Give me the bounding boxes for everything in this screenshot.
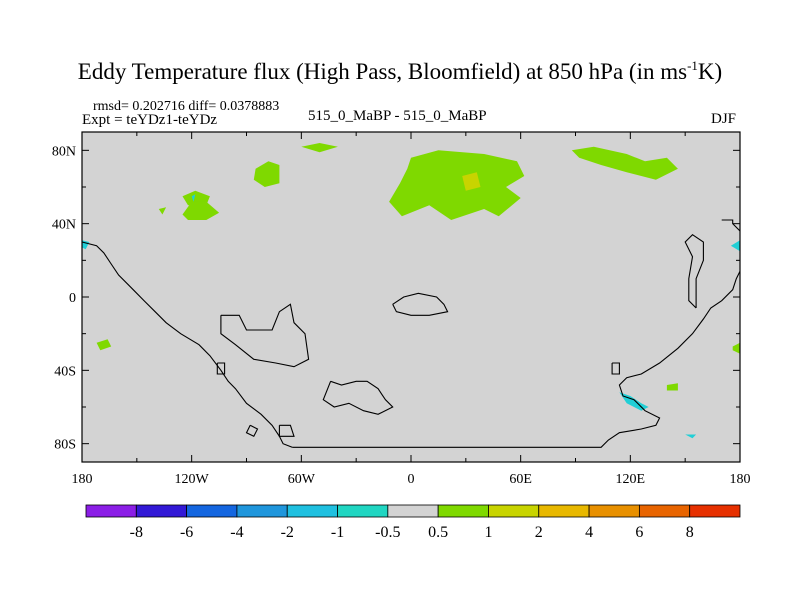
- contour-region-positive-10: [462, 172, 481, 191]
- colorbar-swatch: [538, 504, 590, 518]
- contour-region-positive-0: [182, 190, 210, 206]
- colorbar-swatch: [488, 504, 540, 518]
- x-tick-label: 180: [72, 472, 93, 487]
- contour-region-positive-3: [301, 143, 338, 153]
- colorbar-label: 4: [585, 524, 593, 541]
- experiment-label: Expt = teYDz1-teYDz: [82, 112, 218, 128]
- contour-region-positive-7: [96, 339, 112, 351]
- coastline-south-island-c: [278, 424, 295, 437]
- colorbar-swatch: [135, 504, 188, 518]
- colorbar-swatch: [387, 504, 439, 518]
- colorbar-label: 0.5: [428, 524, 448, 541]
- coastline-west-americas: [81, 241, 293, 448]
- contour-region-positive-2: [158, 207, 167, 215]
- coastline-east-coast-far: [721, 219, 741, 232]
- colorbar-label: 2: [535, 524, 543, 541]
- x-tick-label: 0: [408, 472, 415, 487]
- colorbar-label: 8: [686, 524, 694, 541]
- coastline-equator-ring: [392, 292, 449, 316]
- coastline-antarctic-coast: [292, 271, 741, 448]
- x-tick-label: 120W: [175, 472, 210, 487]
- contour-region-positive-1: [182, 201, 220, 220]
- contour-region-positive-5: [389, 150, 525, 220]
- case-label: 515_0_MaBP - 515_0_MaBP: [308, 108, 487, 124]
- colorbar-swatch: [437, 504, 489, 518]
- contour-region-negative-12: [730, 240, 740, 252]
- colorbar-label: -1: [331, 524, 344, 541]
- colorbar-swatch: [588, 504, 640, 518]
- x-tick-label: 120E: [616, 472, 646, 487]
- x-tick-label: 60E: [509, 472, 532, 487]
- colorbar-swatch: [689, 504, 741, 518]
- y-tick-label: 80N: [52, 144, 76, 159]
- season-label: DJF: [711, 111, 737, 127]
- x-tick-label: 180: [730, 472, 751, 487]
- y-tick-label: 40N: [52, 218, 76, 233]
- contour-regions: [82, 143, 740, 439]
- colorbar-label: -4: [230, 524, 243, 541]
- colorbar-swatch: [186, 504, 238, 518]
- y-tick-label: 80S: [54, 438, 76, 453]
- chart-title: Eddy Temperature flux (High Pass, Bloomf…: [77, 58, 723, 84]
- x-tick-label: 60W: [288, 472, 316, 487]
- coastline-south-east-island: [611, 362, 620, 375]
- coastline-east-coast-north: [684, 233, 704, 309]
- colorbar-label: 6: [635, 524, 643, 541]
- colorbar: -8 -6 -4 -2 -1 -0.5 0.5 1 2 4 6 8: [85, 504, 741, 541]
- coastline-south-island-a: [216, 362, 226, 375]
- contour-region-positive-9: [666, 383, 678, 391]
- axis-ticks: 180 120W 60W 0 60E 120E 180 80N 40N 0 40S 80S: [52, 132, 751, 487]
- colorbar-label: -6: [180, 524, 193, 541]
- coastline-south-island-b: [245, 424, 259, 438]
- contour-region-negative-13: [191, 194, 196, 202]
- colorbar-label: -2: [281, 524, 294, 541]
- colorbar-swatch: [236, 504, 288, 518]
- y-tick-label: 40S: [54, 364, 76, 379]
- colorbar-label: -0.5: [375, 524, 400, 541]
- contour-region-positive-4: [253, 161, 280, 187]
- coastlines: [81, 219, 741, 448]
- colorbar-swatch: [85, 504, 137, 518]
- colorbar-swatch: [337, 504, 389, 518]
- contour-region-positive-6: [571, 146, 678, 180]
- colorbar-label: -8: [130, 524, 143, 541]
- colorbar-swatch: [286, 504, 338, 518]
- stats-label: rmsd= 0.202716 diff= 0.0378883: [93, 99, 280, 114]
- y-tick-label: 0: [69, 291, 76, 306]
- contour-region-positive-8: [732, 342, 740, 354]
- colorbar-swatch: [638, 504, 691, 518]
- colorbar-label: 1: [484, 524, 492, 541]
- contour-region-negative-15: [685, 434, 697, 439]
- coastline-central-ring-1: [220, 303, 310, 368]
- coastline-central-ring-2: [322, 380, 394, 415]
